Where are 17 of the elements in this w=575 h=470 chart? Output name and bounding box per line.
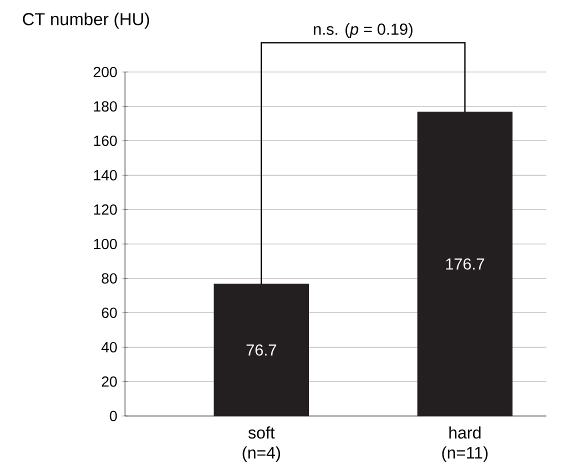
x-tick-label: hard (n=11) <box>442 426 488 462</box>
text: n.s. (p = 0.19) <box>314 23 412 38</box>
y-tick-label: 40 <box>101 342 117 352</box>
y-tick-label: 180 <box>94 101 117 112</box>
y-tick-label: 160 <box>94 136 117 146</box>
y-tick-label: 20 <box>102 376 117 387</box>
y-tick-label: 100 <box>94 238 117 250</box>
y-tick-label: 200 <box>94 66 117 78</box>
x-tick-label: soft (n=4) <box>242 426 280 462</box>
y-tick-label: 80 <box>102 273 117 284</box>
y-tick-label: 140 <box>94 170 117 180</box>
y-axis-title: CT number (HU) <box>22 12 150 29</box>
y-tick-label: 120 <box>94 204 117 215</box>
y-tick-label: 60 <box>102 308 117 318</box>
data-label: 176.7 <box>446 258 484 270</box>
y-tick-label: 0 <box>110 410 117 422</box>
data-label: 76.7 <box>246 344 276 356</box>
